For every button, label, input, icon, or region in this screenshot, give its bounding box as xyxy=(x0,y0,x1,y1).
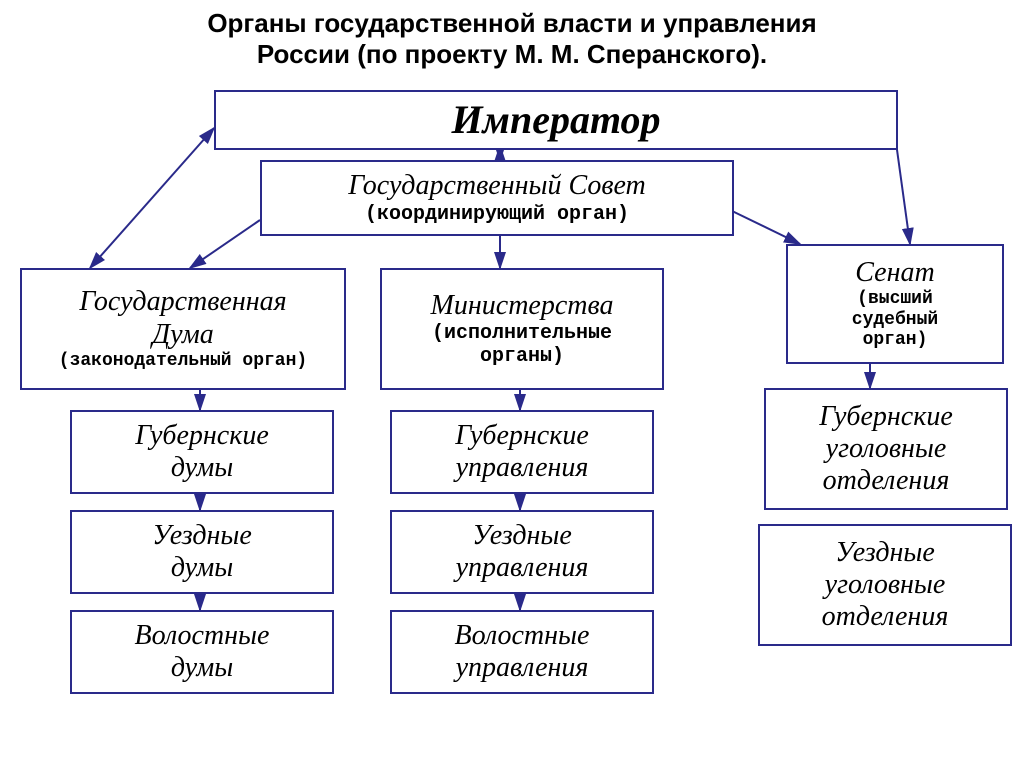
node-council-main: Государственный Совет xyxy=(348,170,646,202)
node-uez_crim: Уездныеуголовныеотделения xyxy=(758,524,1012,646)
node-gub_crim: Губернскиеуголовныеотделения xyxy=(764,388,1008,510)
node-gub_upr-main: Губернскиеуправления xyxy=(455,420,589,484)
node-uez_crim-main: Уездныеуголовныеотделения xyxy=(822,537,949,634)
node-gub_upr: Губернскиеуправления xyxy=(390,410,654,494)
node-duma-sub: (законодательный орган) xyxy=(59,351,307,372)
node-minist-main: Министерства xyxy=(431,290,614,322)
node-vol_upr: Волостныеуправления xyxy=(390,610,654,694)
node-minist: Министерства(исполнительныеорганы) xyxy=(380,268,664,390)
node-emperor: Император xyxy=(214,90,898,150)
edge-council-senate xyxy=(730,210,800,244)
node-emperor-main: Император xyxy=(451,97,660,143)
title-line2: России (по проекту М. М. Сперанского). xyxy=(0,39,1024,70)
node-uez_upr: Уездныеуправления xyxy=(390,510,654,594)
node-council: Государственный Совет(координирующий орг… xyxy=(260,160,734,236)
node-minist-sub: (исполнительныеорганы) xyxy=(432,322,612,368)
node-duma-main: ГосударственнаяДума xyxy=(79,286,286,350)
node-vol_upr-main: Волостныеуправления xyxy=(455,620,590,684)
node-gub_duma: Губернскиедумы xyxy=(70,410,334,494)
node-duma: ГосударственнаяДума(законодательный орга… xyxy=(20,268,346,390)
edge-emperor-duma xyxy=(90,128,214,268)
node-uez_duma: Уездныедумы xyxy=(70,510,334,594)
node-uez_upr-main: Уездныеуправления xyxy=(456,520,589,584)
node-vol_duma: Волостныедумы xyxy=(70,610,334,694)
node-uez_duma-main: Уездныедумы xyxy=(152,520,252,584)
edge-council-duma xyxy=(190,220,260,268)
node-council-sub: (координирующий орган) xyxy=(365,203,629,226)
node-gub_duma-main: Губернскиедумы xyxy=(135,420,269,484)
node-senate-main: Сенат xyxy=(855,257,934,289)
node-senate: Сенат(высшийсудебныйорган) xyxy=(786,244,1004,364)
title-line1: Органы государственной власти и управлен… xyxy=(0,8,1024,39)
diagram-title: Органы государственной власти и управлен… xyxy=(0,8,1024,70)
node-gub_crim-main: Губернскиеуголовныеотделения xyxy=(819,401,953,498)
node-vol_duma-main: Волостныедумы xyxy=(135,620,270,684)
node-senate-sub: (высшийсудебныйорган) xyxy=(852,289,938,351)
